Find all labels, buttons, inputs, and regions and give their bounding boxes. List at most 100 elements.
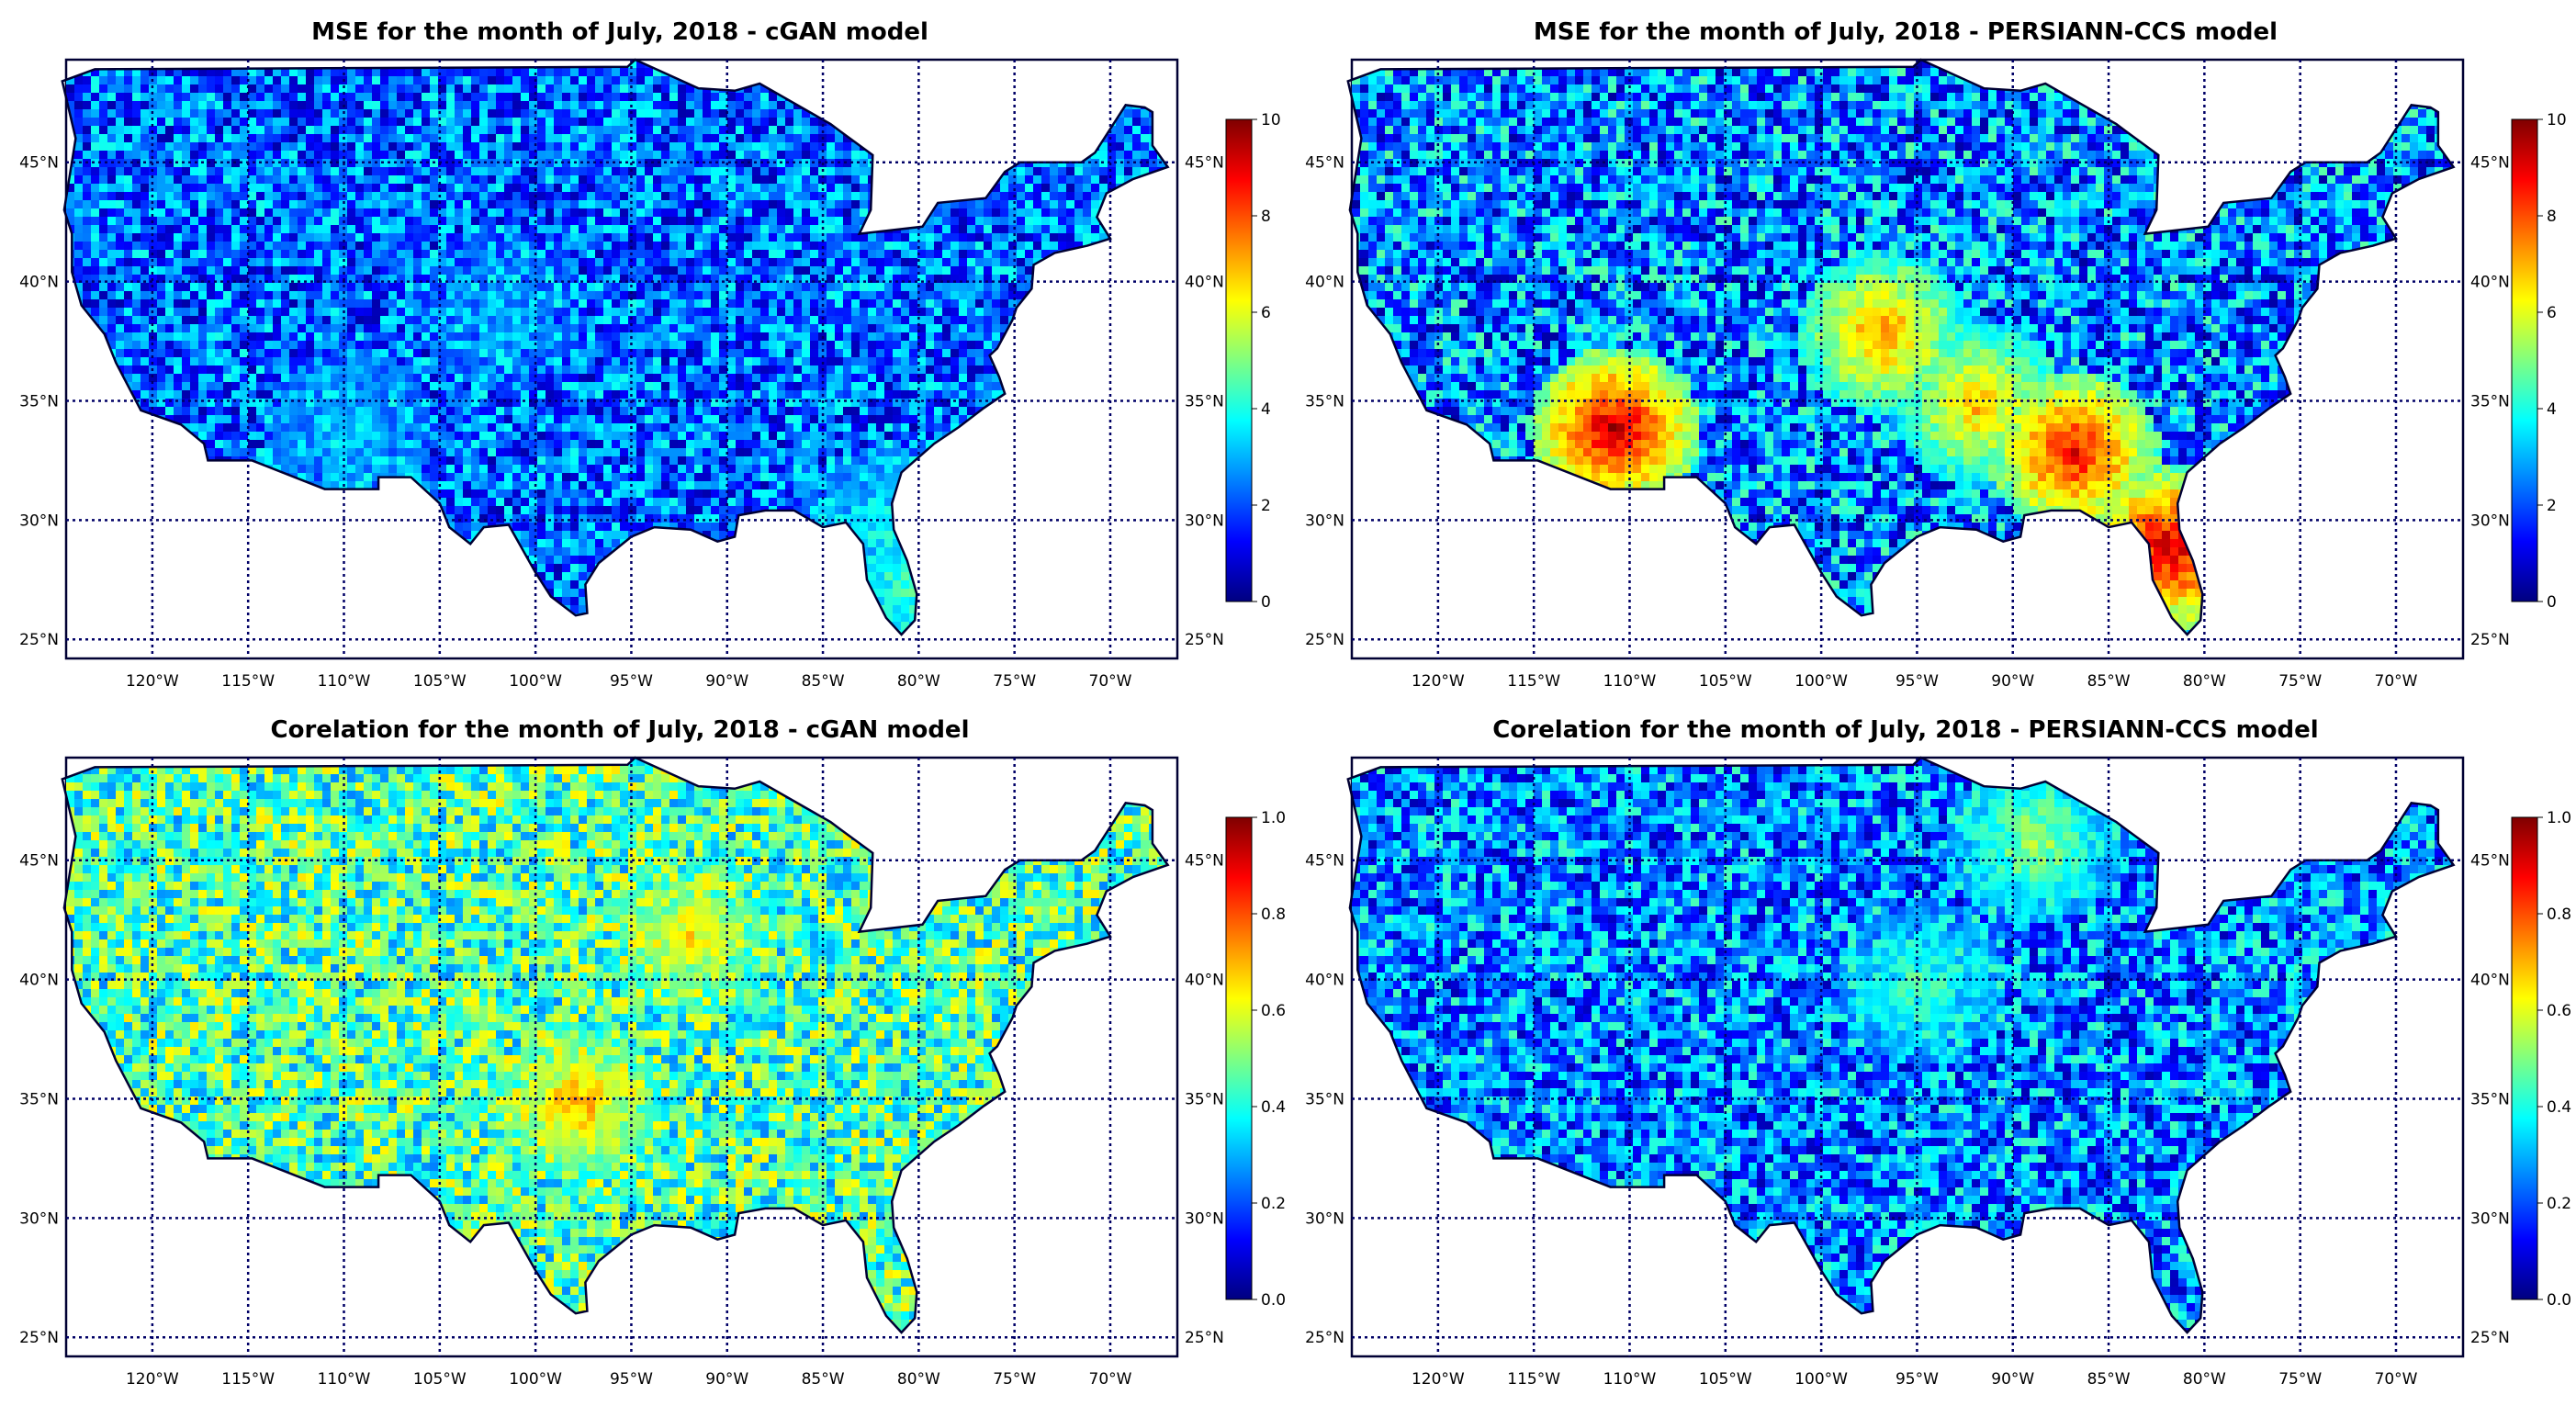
lat-tick-label-left: 35°N xyxy=(19,392,59,410)
lon-tick-label: 115°W xyxy=(221,1370,275,1389)
lon-tick-label: 80°W xyxy=(897,1370,940,1389)
lat-tick-label-left: 30°N xyxy=(1305,1209,1344,1228)
colorbar-tick-label: 0 xyxy=(2547,593,2557,612)
lon-tick-label: 95°W xyxy=(610,1370,653,1389)
lat-tick-label-left: 40°N xyxy=(19,972,59,990)
lon-tick-label: 75°W xyxy=(2278,1370,2322,1389)
lon-tick-label: 90°W xyxy=(1991,672,2034,691)
lat-tick-label-right: 30°N xyxy=(1185,512,1224,530)
colorbar-tick-label: 10 xyxy=(2547,111,2567,129)
lon-tick-label: 105°W xyxy=(1699,1370,1752,1389)
lon-tick-label: 95°W xyxy=(610,672,653,691)
lat-tick-label-right: 25°N xyxy=(2470,631,2510,649)
lat-tick-label-right: 45°N xyxy=(1185,852,1224,871)
lon-tick-label: 115°W xyxy=(1507,672,1560,691)
lon-tick-label: 90°W xyxy=(705,672,748,691)
lat-tick-label-right: 30°N xyxy=(2470,1209,2510,1228)
lon-tick-label: 110°W xyxy=(318,1370,371,1389)
lat-tick-label-right: 30°N xyxy=(1185,1209,1224,1228)
lon-tick-label: 90°W xyxy=(1991,1370,2034,1389)
lat-tick-label-left: 40°N xyxy=(1305,972,1344,990)
colorbar-tick-label: 4 xyxy=(2547,400,2557,419)
lon-tick-label: 70°W xyxy=(2375,672,2418,691)
lon-tick-label: 90°W xyxy=(705,1370,748,1389)
colorbar-tick-label: 4 xyxy=(1261,400,1271,419)
panel-title: Corelation for the month of July, 2018 -… xyxy=(1350,716,2461,744)
colorbar-tick-label: 0.2 xyxy=(1261,1195,1286,1213)
panel-mse-cgan: MSE for the month of July, 2018 - cGAN m… xyxy=(0,0,1286,698)
lat-tick-label-left: 25°N xyxy=(1305,1329,1344,1347)
colorbar-tick-label: 6 xyxy=(1261,304,1271,322)
lon-tick-label: 95°W xyxy=(1895,672,1939,691)
colorbar-tick-label: 2 xyxy=(2547,497,2557,515)
panel-corr-persiann: Corelation for the month of July, 2018 -… xyxy=(1286,698,2576,1413)
lon-tick-label: 120°W xyxy=(1412,1370,1465,1389)
lat-tick-label-right: 35°N xyxy=(1185,1090,1224,1108)
lon-tick-label: 105°W xyxy=(1699,672,1752,691)
lon-tick-label: 80°W xyxy=(2183,672,2226,691)
lon-tick-label: 115°W xyxy=(221,672,275,691)
colorbar-tick-label: 0.8 xyxy=(1261,905,1286,924)
colorbar xyxy=(2512,119,2537,602)
lat-tick-label-left: 35°N xyxy=(1305,1090,1344,1108)
lon-tick-label: 70°W xyxy=(1089,672,1132,691)
lat-tick-label-left: 30°N xyxy=(1305,512,1344,530)
lat-tick-label-right: 40°N xyxy=(2470,274,2510,292)
lat-tick-label-left: 45°N xyxy=(1305,154,1344,173)
lon-tick-label: 120°W xyxy=(1412,672,1465,691)
colorbar-tick-label: 0 xyxy=(1261,593,1271,612)
lon-tick-label: 95°W xyxy=(1895,1370,1939,1389)
panel-mse-persiann: MSE for the month of July, 2018 - PERSIA… xyxy=(1286,0,2576,698)
lon-tick-label: 100°W xyxy=(1794,672,1848,691)
lon-tick-label: 110°W xyxy=(1603,1370,1657,1389)
colorbar xyxy=(2512,817,2537,1299)
colorbar-tick-label: 0.2 xyxy=(2547,1195,2571,1213)
lon-tick-label: 85°W xyxy=(802,1370,845,1389)
colorbar-tick-label: 8 xyxy=(2547,208,2557,226)
lon-tick-label: 105°W xyxy=(413,672,467,691)
lat-tick-label-right: 25°N xyxy=(2470,1329,2510,1347)
panel-title: MSE for the month of July, 2018 - cGAN m… xyxy=(64,18,1176,46)
lon-tick-label: 75°W xyxy=(2278,672,2322,691)
colorbar-tick-label: 0.6 xyxy=(1261,1002,1286,1020)
colorbar xyxy=(1226,817,1252,1299)
lon-tick-label: 80°W xyxy=(2183,1370,2226,1389)
lon-tick-label: 115°W xyxy=(1507,1370,1560,1389)
lat-tick-label-right: 35°N xyxy=(2470,1090,2510,1108)
lat-tick-label-right: 35°N xyxy=(1185,392,1224,410)
lon-tick-label: 70°W xyxy=(2375,1370,2418,1389)
lat-tick-label-right: 25°N xyxy=(1185,631,1224,649)
lon-tick-label: 80°W xyxy=(897,672,940,691)
lat-tick-label-right: 40°N xyxy=(2470,972,2510,990)
lon-tick-label: 85°W xyxy=(802,672,845,691)
lat-tick-label-left: 45°N xyxy=(19,852,59,871)
colorbar xyxy=(1226,119,1252,602)
lat-tick-label-left: 45°N xyxy=(19,154,59,173)
panel-title: MSE for the month of July, 2018 - PERSIA… xyxy=(1350,18,2461,46)
lat-tick-label-right: 40°N xyxy=(1185,972,1224,990)
colorbar-tick-label: 0.0 xyxy=(2547,1291,2571,1310)
colorbar-tick-label: 0.4 xyxy=(2547,1098,2571,1117)
lon-tick-label: 110°W xyxy=(1603,672,1657,691)
lon-tick-label: 100°W xyxy=(509,672,562,691)
lat-tick-label-left: 30°N xyxy=(19,512,59,530)
colorbar-tick-label: 10 xyxy=(1261,111,1281,129)
lat-tick-label-right: 45°N xyxy=(2470,154,2510,173)
lon-tick-label: 120°W xyxy=(126,1370,179,1389)
colorbar-tick-label: 0.0 xyxy=(1261,1291,1286,1310)
lat-tick-label-left: 45°N xyxy=(1305,852,1344,871)
lat-tick-label-left: 35°N xyxy=(1305,392,1344,410)
lat-tick-label-left: 40°N xyxy=(1305,274,1344,292)
lon-tick-label: 85°W xyxy=(2087,672,2131,691)
lat-tick-label-right: 25°N xyxy=(1185,1329,1224,1347)
colorbar-tick-label: 2 xyxy=(1261,497,1271,515)
lat-tick-label-left: 35°N xyxy=(19,1090,59,1108)
lon-tick-label: 100°W xyxy=(1794,1370,1848,1389)
colorbar-tick-label: 0.8 xyxy=(2547,905,2571,924)
colorbar-tick-label: 1.0 xyxy=(2547,809,2571,827)
lat-tick-label-right: 30°N xyxy=(2470,512,2510,530)
